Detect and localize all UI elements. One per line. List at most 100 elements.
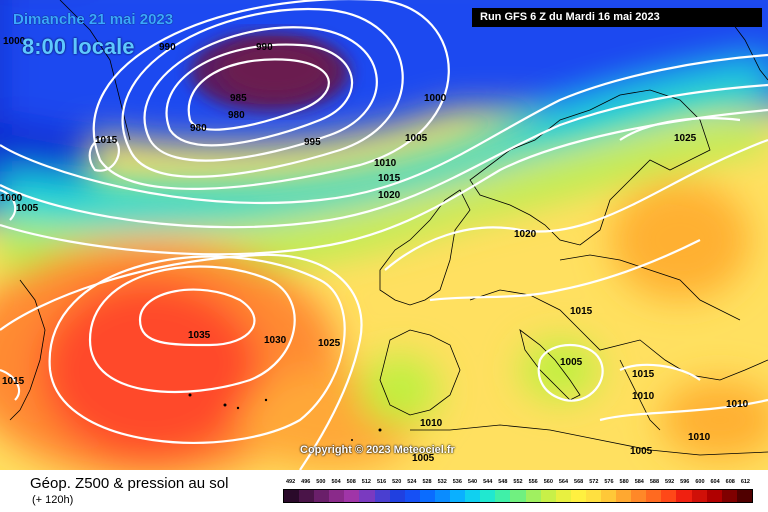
scale-swatch — [314, 490, 330, 502]
color-scale: 492 496 500 504 508 512 516 520 524 528 532 536 540 5… — [283, 479, 753, 505]
scale-swatch — [389, 490, 405, 502]
isobar-label: 1015 — [570, 306, 593, 317]
scale-label: 500 — [316, 479, 326, 485]
isobar-label: 1010 — [726, 399, 749, 410]
parameter-title: Géop. Z500 & pression au sol — [30, 475, 229, 492]
scale-swatch — [555, 490, 571, 502]
scale-swatch — [404, 490, 420, 502]
isobar-label: 1025 — [674, 133, 697, 144]
scale-label: 532 — [437, 479, 447, 485]
scale-swatch — [465, 490, 481, 502]
scale-label: 552 — [513, 479, 523, 485]
lead-time: (+ 120h) — [32, 494, 74, 506]
isobar-label: 1010 — [420, 418, 443, 429]
isobar-label: 980 — [228, 110, 245, 121]
scale-label: 584 — [634, 479, 644, 485]
scale-label: 600 — [695, 479, 705, 485]
scale-label: 528 — [422, 479, 432, 485]
isobar-label: 1005 — [560, 357, 583, 368]
scale-label: 576 — [604, 479, 614, 485]
forecast-time: 8:00 locale — [22, 34, 135, 59]
scale-swatch — [721, 490, 737, 502]
isobar-label: 1015 — [95, 135, 118, 146]
scale-label: 588 — [649, 479, 660, 485]
scale-swatch — [480, 490, 496, 502]
scale-swatch — [706, 490, 722, 502]
isobar-label: 1020 — [378, 190, 401, 201]
isobar-label: 1000 — [424, 93, 447, 104]
scale-label: 536 — [452, 479, 462, 485]
scale-swatch — [329, 490, 345, 502]
scale-swatch — [646, 490, 662, 502]
scale-labels: 492 496 500 504 508 512 516 520 524 528 532 536 540 5… — [283, 479, 753, 487]
isobar-label: 990 — [159, 42, 176, 53]
scale-swatch — [299, 490, 315, 502]
isobar-label: 1000 — [0, 193, 23, 204]
scale-swatch — [616, 490, 632, 502]
forecast-date: Dimanche 21 mai 2023 — [13, 11, 174, 28]
scale-label: 572 — [589, 479, 599, 485]
scale-label: 508 — [346, 479, 356, 485]
scale-label: 544 — [483, 479, 493, 485]
scale-label: 612 — [740, 479, 750, 485]
scale-label: 580 — [619, 479, 629, 485]
scale-label: 608 — [725, 479, 735, 485]
isobar-label: 1020 — [514, 229, 537, 240]
scale-swatch — [510, 490, 526, 502]
scale-bar — [283, 489, 753, 503]
copyright: Copyright © 2023 Meteociel.fr — [300, 444, 455, 456]
scale-label: 556 — [528, 479, 538, 485]
scale-label: 540 — [467, 479, 478, 485]
scale-swatch — [736, 490, 752, 502]
scale-swatch — [600, 490, 617, 502]
scale-label: 504 — [331, 479, 341, 485]
isobar-label: 985 — [230, 93, 247, 104]
isobar-label: 1005 — [412, 453, 435, 464]
scale-swatch — [585, 490, 601, 502]
scale-label: 524 — [407, 479, 417, 485]
scale-swatch — [631, 490, 647, 502]
scale-label: 520 — [392, 479, 402, 485]
scale-swatch — [434, 490, 451, 502]
isobar-label: 1000 — [3, 36, 26, 47]
isobar-label: 1010 — [688, 432, 711, 443]
isobar-label: 995 — [304, 137, 321, 148]
run-info: Run GFS 6 Z du Mardi 16 mai 2023 — [472, 8, 762, 27]
scale-label: 564 — [558, 479, 569, 485]
scale-swatch — [495, 490, 511, 502]
scale-swatch — [525, 490, 541, 502]
isobar-label: 1035 — [188, 330, 211, 341]
scale-label: 596 — [680, 479, 690, 485]
isobar-label: 990 — [256, 42, 273, 53]
scale-swatch — [691, 490, 707, 502]
isobars — [0, 0, 768, 470]
scale-label: 512 — [361, 479, 371, 485]
scale-label: 492 — [285, 479, 296, 485]
isobar-labels: 1000 990 990 985 980 980 995 1000 1005 1… — [0, 36, 749, 464]
legend-panel: Géop. Z500 & pression au sol (+ 120h) 49… — [0, 470, 768, 512]
scale-label: 592 — [665, 479, 675, 485]
isobar-label: 1005 — [405, 133, 428, 144]
weather-map: 1000 990 990 985 980 980 995 1000 1005 1… — [0, 0, 768, 470]
isobar-label: 1025 — [318, 338, 341, 349]
isobar-label: 1010 — [632, 391, 655, 402]
isobar-label: 1015 — [632, 369, 655, 380]
isobar-label: 1030 — [264, 335, 287, 346]
scale-swatch — [570, 490, 586, 502]
scale-swatch — [344, 490, 360, 502]
scale-label: 548 — [498, 479, 508, 485]
scale-label: 496 — [301, 479, 311, 485]
scale-swatch — [676, 490, 692, 502]
scale-swatch — [450, 490, 466, 502]
isobar-label: 1005 — [16, 203, 39, 214]
scale-swatch — [374, 490, 390, 502]
scale-swatch — [359, 490, 375, 502]
scale-swatch — [419, 490, 435, 502]
isobar-label: 980 — [190, 123, 207, 134]
isobar-label: 1005 — [630, 446, 653, 457]
scale-swatch — [284, 490, 300, 502]
isobar-label: 1015 — [2, 376, 25, 387]
scale-swatch — [540, 490, 556, 502]
isobar-label: 1010 — [374, 158, 397, 169]
isobar-label: 1015 — [378, 173, 401, 184]
